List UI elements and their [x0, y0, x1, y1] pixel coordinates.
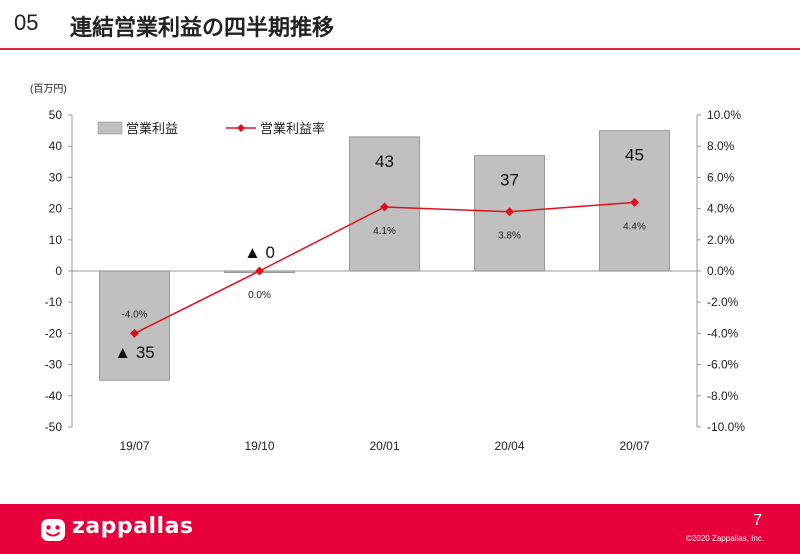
y-right-tick-label: 0.0% [707, 264, 735, 278]
margin-value-label: 3.8% [498, 231, 521, 242]
legend-swatch-marker [237, 124, 245, 132]
margin-point [630, 197, 639, 207]
brand-wordmark: zappallas [72, 514, 194, 539]
y-right-tick-label: 8.0% [707, 139, 735, 153]
legend-label-line: 営業利益率 [260, 121, 325, 136]
zappallas-logo-icon [41, 519, 65, 541]
title-divider [0, 48, 800, 50]
y-right-tick-label: -6.0% [707, 358, 739, 372]
y-right-tick-label: -4.0% [707, 326, 739, 340]
legend-label-bar: 営業利益 [126, 121, 178, 136]
unit-label: (百万円) [30, 83, 67, 95]
copyright-text: ©2020 Zappallas, Inc. [686, 534, 764, 543]
slide-title: 連結営業利益の四半期推移 [70, 16, 335, 41]
margin-point [255, 266, 264, 276]
margin-value-label: 0.0% [248, 290, 271, 301]
bar-value-label: ▲ 0 [244, 243, 275, 262]
bar-value-label: 43 [375, 152, 394, 171]
y-right-tick-label: -2.0% [707, 295, 739, 309]
x-tick-label: 19/07 [119, 439, 149, 453]
y-right-tick-label: -10.0% [707, 420, 745, 434]
y-left-tick-label: -10 [45, 295, 63, 309]
legend: 営業利益 営業利益率 [97, 121, 325, 136]
operating-profit-chart: (百万円) -50 -40 -30 -20 -10 0 10 20 30 40 50 -10.0% -8… [30, 83, 745, 453]
y-left-tick-label: -20 [45, 326, 63, 340]
y-left-tick-label: 30 [49, 170, 63, 184]
y-right-tick-label: 10.0% [707, 108, 741, 122]
y-right-tick-label: 2.0% [707, 233, 735, 247]
y-left-tick-label: -50 [45, 420, 63, 434]
margin-value-label: 4.4% [623, 221, 646, 232]
y-right-tick-label: 6.0% [707, 170, 735, 184]
y-left-tick-label: -30 [45, 358, 63, 372]
x-tick-label: 20/07 [619, 439, 649, 453]
margin-value-label: -4.0% [121, 309, 147, 320]
slide-header: 05 連結営業利益の四半期推移 [0, 0, 800, 48]
y-left-tick-label: -40 [45, 389, 63, 403]
margin-value-label: 4.1% [373, 226, 396, 237]
bar-value-label: 45 [625, 146, 644, 165]
y-right-tick-label: 4.0% [707, 202, 735, 216]
x-tick-label: 20/04 [494, 439, 524, 453]
x-tick-label: 20/01 [369, 439, 399, 453]
bar [99, 270, 170, 381]
section-number: 05 [14, 10, 39, 35]
legend-swatch-bar [97, 121, 123, 135]
y-left-tick-label: 0 [55, 264, 62, 278]
footer-bar: zappallas 7 ©2020 Zappallas, Inc. [0, 504, 800, 554]
y-right-tick-label: -8.0% [707, 389, 739, 403]
bar-value-label: 37 [500, 171, 519, 190]
y-left-tick-label: 40 [49, 139, 63, 153]
y-left-tick-label: 20 [49, 202, 63, 216]
margin-point [380, 202, 389, 212]
x-tick-label: 19/10 [244, 439, 274, 453]
page-number: 7 [753, 512, 762, 529]
y-left-tick-label: 50 [49, 108, 63, 122]
margin-point [505, 207, 514, 217]
y-left-tick-label: 10 [49, 233, 63, 247]
bar-value-label: ▲ 35 [114, 343, 154, 362]
margin-point [130, 328, 139, 338]
